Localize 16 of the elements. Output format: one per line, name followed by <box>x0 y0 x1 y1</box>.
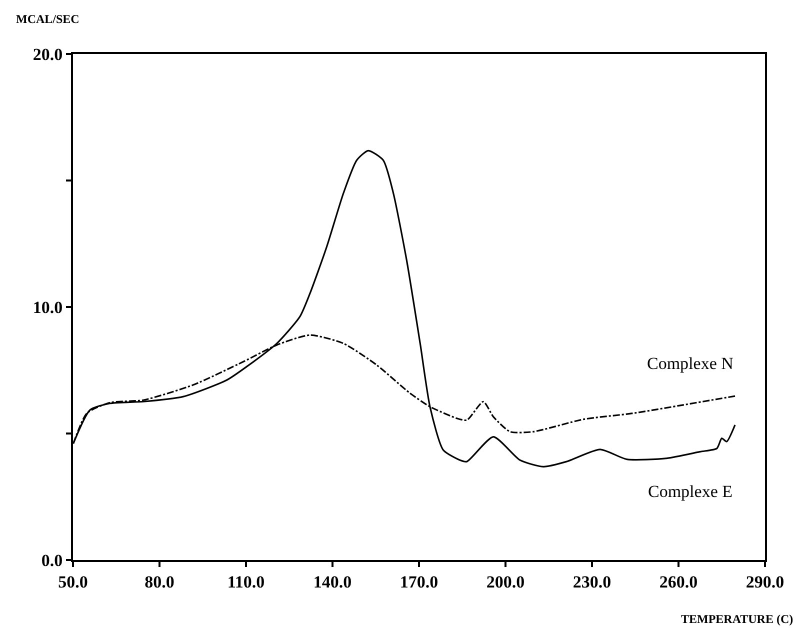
x-tick-label: 290.0 <box>746 572 784 592</box>
series-label: Complexe N <box>647 354 734 373</box>
x-axis-title: TEMPERATURE (C) <box>681 612 794 626</box>
x-tick-label: 230.0 <box>572 572 612 592</box>
x-tick-label: 170.0 <box>400 572 438 592</box>
x-tick-label: 260.0 <box>659 572 698 592</box>
y-tick-label: 10.0 <box>32 298 63 317</box>
y-tick-label: 0.0 <box>41 550 63 570</box>
y-axis-title: MCAL/SEC <box>16 12 80 26</box>
series-label: Complexe E <box>648 482 733 501</box>
x-tick-label: 140.0 <box>313 572 352 592</box>
x-tick-label: 200.0 <box>486 572 525 592</box>
x-tick-label: 110.0 <box>227 572 265 592</box>
y-tick-label: 20.0 <box>32 44 63 64</box>
x-tick-label: 80.0 <box>144 572 174 592</box>
x-tick-label: 50.0 <box>58 572 88 592</box>
